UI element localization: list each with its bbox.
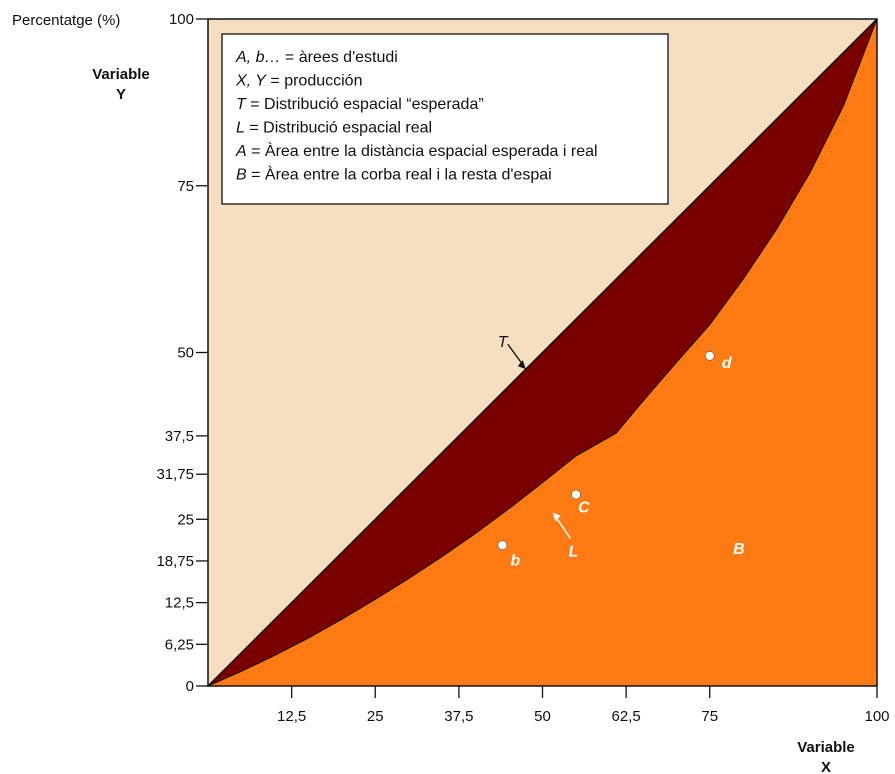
legend-entry-text: = Distribució espacial “esperada” [246,96,484,113]
series-t-diagonal [207,18,878,687]
legend-entry-symbol: A, b… [235,49,280,66]
x-axis: 12,5 25 37,5 50 62,5 75 100 [277,686,890,725]
x-tick-label: 37,5 [444,708,473,725]
y-tick-label: 31,75 [156,466,194,483]
legend-entry-symbol: B [236,167,247,184]
y-axis-top-label: Percentatge (%) [12,12,120,29]
arrowhead-t [517,360,526,370]
y-tick-label: 50 [177,345,194,362]
y-tick-label: 0 [186,678,194,695]
annotations: T L B [498,334,745,560]
x-axis-title-line2: X [821,759,831,774]
y-tick-label: 18,75 [156,553,194,570]
label-t: T [498,334,509,351]
legend-entries: A, b… = àrees d'estudi X, Y = producción T… [235,49,598,184]
legend-entry-symbol: A [235,143,247,160]
arrow-l [554,516,572,540]
y-tick-label: 12,5 [165,595,194,612]
legend-entry: B = Àrea entre la corba real i la resta … [236,165,552,184]
legend-entry: T = Distribució espacial “esperada” [236,96,484,113]
legend-frame [221,33,669,205]
legend-entry-symbol: X, Y [235,73,267,90]
series-l-curve [207,18,878,687]
y-axis-title-line2: Y [116,86,126,103]
x-tick-label: 100 [864,708,889,725]
point-label-b: b [510,552,520,569]
x-tick-label: 25 [367,708,384,725]
legend-box: A, b… = àrees d'estudi X, Y = producción T… [221,33,669,205]
legend-entry-text: = àrees d'estudi [280,49,397,66]
point-d [705,351,715,361]
legend-entry-text: = Distribució espacial real [245,120,432,137]
legend-entry-text: = Àrea entre la distància espacial esper… [247,141,598,160]
x-tick-label: 50 [534,708,551,725]
point-c [571,489,581,500]
y-tick-label: 100 [169,11,194,28]
legend-entry: A, b… = àrees d'estudi [235,49,398,66]
legend-entry-text: = producción [266,73,363,90]
data-points: b Cd [497,351,733,569]
legend-entry-symbol: T [236,96,247,113]
y-axis-title-line1: Variable [92,66,150,83]
legend-entry-symbol: L [236,120,245,137]
y-tick-label: 6,25 [165,636,194,653]
legend-entry: L = Distribució espacial real [236,120,432,137]
arrowhead-l [552,512,561,522]
point-b [497,540,508,551]
x-axis-title-line1: Variable [797,739,855,756]
label-b-area: B [733,541,745,558]
y-tick-label: 75 [177,178,194,195]
y-axis: 0 6,25 12,5 18,75 25 31,75 37,5 50 75 100 [156,11,208,695]
x-tick-label: 12,5 [277,708,306,725]
y-tick-label: 25 [177,511,194,528]
point-label-d: d [722,355,733,372]
legend-entry: A = Àrea entre la distància espacial esp… [235,141,598,160]
y-tick-label: 37,5 [165,428,194,445]
point-label-c: C [578,500,590,517]
legend-entry: X, Y = producción [235,73,362,90]
area-b [208,19,877,686]
legend-entry-text: = Àrea entre la corba real i la resta d'… [247,165,552,184]
label-l: L [569,544,579,561]
x-tick-label: 62,5 [612,708,641,725]
x-tick-label: 75 [701,708,718,725]
